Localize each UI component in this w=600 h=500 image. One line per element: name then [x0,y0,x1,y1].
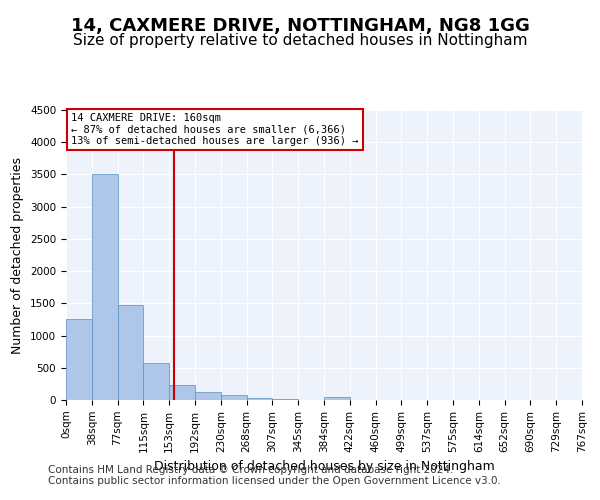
Bar [221,395,247,400]
Bar [66,320,92,400]
Bar [118,304,143,400]
Text: 14 CAXMERE DRIVE: 160sqm
← 87% of detached houses are smaller (6,366)
13% of sem: 14 CAXMERE DRIVE: 160sqm ← 87% of detach… [71,113,359,146]
Y-axis label: Number of detached properties: Number of detached properties [11,156,25,354]
Bar [92,174,118,400]
Bar [169,384,195,400]
X-axis label: Distribution of detached houses by size in Nottingham: Distribution of detached houses by size … [154,460,494,473]
Text: 14, CAXMERE DRIVE, NOTTINGHAM, NG8 1GG: 14, CAXMERE DRIVE, NOTTINGHAM, NG8 1GG [71,18,529,36]
Text: Size of property relative to detached houses in Nottingham: Size of property relative to detached ho… [73,32,527,48]
Bar [247,398,272,400]
Text: Contains public sector information licensed under the Open Government Licence v3: Contains public sector information licen… [48,476,501,486]
Bar [324,397,350,400]
Bar [143,362,169,400]
Text: Contains HM Land Registry data © Crown copyright and database right 2024.: Contains HM Land Registry data © Crown c… [48,465,454,475]
Bar [195,392,221,400]
